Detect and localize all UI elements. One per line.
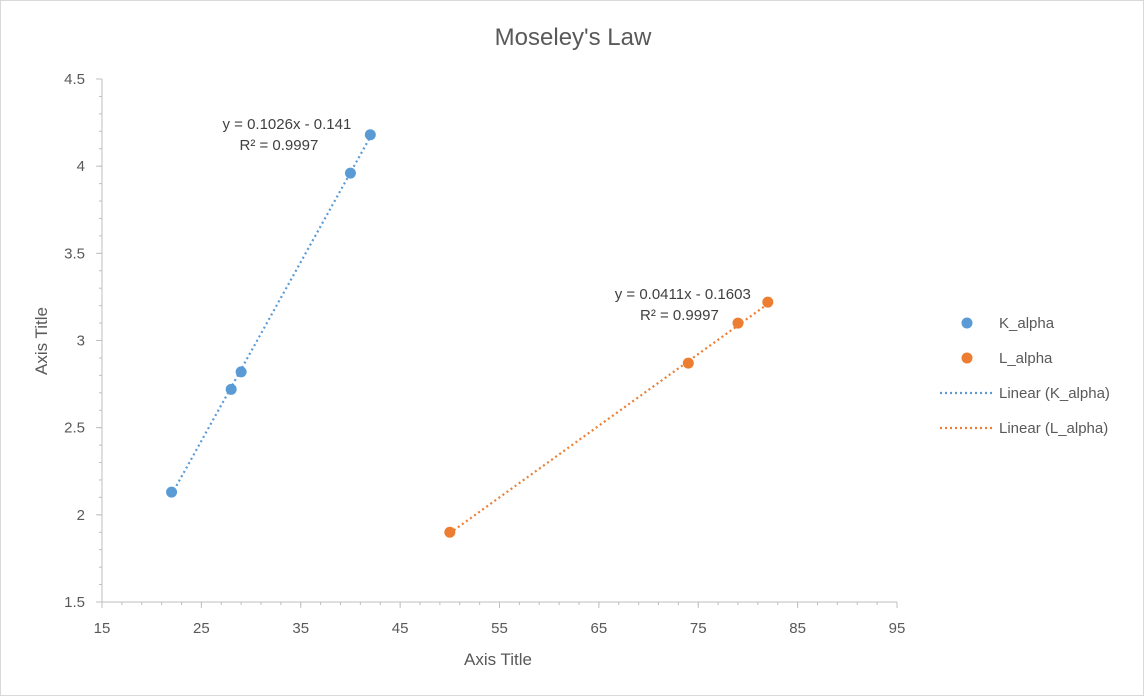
legend-marker: [961, 317, 973, 329]
legend: K_alpha L_alpha Linear (K_alpha) Linear (L_…: [940, 315, 1110, 437]
plot-layer: 15 25 35 45 55 65 75 85 95 1.5 2 2.5 3 3.5 4 4.5 y = 0.1…: [64, 71, 905, 637]
legend-label: K_alpha: [999, 315, 1055, 332]
y-tick-label: 3: [77, 333, 85, 350]
x-tick-label: 25: [193, 620, 210, 637]
x-tick-label: 95: [889, 620, 906, 637]
y-tick-label: 3.5: [64, 245, 85, 262]
y-axis-title: Axis Title: [32, 307, 51, 375]
x-tick-label: 45: [392, 620, 409, 637]
y-tick-label: 4.5: [64, 71, 85, 88]
trendline-equation: y = 0.0411x - 0.1603: [615, 286, 751, 303]
legend-marker: [961, 352, 973, 364]
x-tick-label: 75: [690, 620, 707, 637]
trendline-r-squared: R² = 0.9997: [640, 307, 719, 324]
data-point-l-alpha: [682, 357, 694, 369]
y-tick-label: 1.5: [64, 594, 85, 611]
data-point-k-alpha: [364, 129, 376, 141]
trendline-k-alpha: [170, 136, 372, 496]
x-tick-label: 65: [591, 620, 608, 637]
data-point-k-alpha: [344, 167, 356, 179]
y-tick-label: 4: [77, 158, 85, 175]
trendline-l-alpha: [449, 303, 769, 535]
legend-label: Linear (L_alpha): [999, 420, 1108, 437]
data-point-l-alpha: [732, 317, 744, 329]
x-tick-label: 55: [491, 620, 508, 637]
trendline-r-squared: R² = 0.9997: [240, 137, 319, 154]
chart-title: Moseley's Law: [495, 24, 652, 51]
data-point-k-alpha: [225, 383, 237, 395]
x-tick-label: 15: [94, 620, 111, 637]
x-tick-label: 85: [789, 620, 806, 637]
y-tick-label: 2: [77, 507, 85, 524]
data-point-l-alpha: [762, 296, 774, 308]
trendline-equation: y = 0.1026x - 0.141: [222, 116, 351, 133]
x-tick-label: 35: [292, 620, 309, 637]
data-point-k-alpha: [166, 486, 178, 498]
data-point-l-alpha: [444, 526, 456, 538]
legend-label: Linear (K_alpha): [999, 385, 1110, 402]
x-axis-title: Axis Title: [464, 650, 532, 669]
legend-label: L_alpha: [999, 350, 1053, 367]
y-tick-label: 2.5: [64, 420, 85, 437]
data-point-k-alpha: [235, 366, 247, 378]
